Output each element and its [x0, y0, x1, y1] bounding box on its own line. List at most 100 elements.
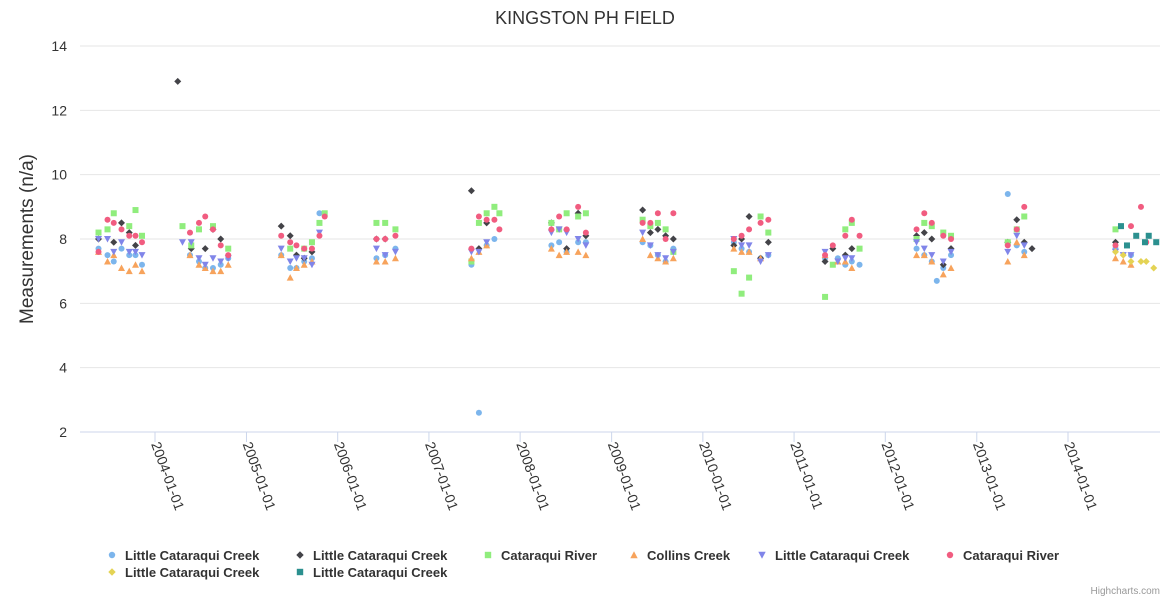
data-point[interactable]: [174, 77, 182, 85]
data-point[interactable]: [928, 223, 935, 230]
data-point[interactable]: [738, 290, 745, 297]
data-point[interactable]: [582, 242, 590, 249]
data-point[interactable]: [1111, 248, 1119, 256]
data-point[interactable]: [1153, 239, 1160, 246]
data-point[interactable]: [1119, 258, 1127, 265]
data-point[interactable]: [662, 236, 669, 242]
data-point[interactable]: [1013, 232, 1021, 240]
legend-item[interactable]: Little Cataraqui Creek: [296, 565, 448, 580]
data-point[interactable]: [563, 210, 570, 217]
data-point[interactable]: [209, 255, 217, 262]
data-point[interactable]: [757, 258, 765, 266]
data-point[interactable]: [491, 216, 498, 223]
data-point[interactable]: [738, 232, 745, 239]
data-point[interactable]: [822, 252, 829, 259]
legend-item[interactable]: Little Cataraqui Creek: [108, 565, 260, 580]
data-point[interactable]: [940, 229, 947, 236]
data-point[interactable]: [829, 242, 836, 249]
data-point[interactable]: [217, 235, 225, 243]
data-point[interactable]: [195, 219, 202, 226]
data-point[interactable]: [928, 235, 936, 243]
data-point[interactable]: [286, 274, 294, 281]
data-point[interactable]: [654, 219, 661, 226]
data-point[interactable]: [639, 206, 647, 214]
data-point[interactable]: [834, 258, 842, 266]
data-point[interactable]: [496, 226, 503, 233]
data-point[interactable]: [920, 229, 928, 237]
data-point[interactable]: [1127, 223, 1134, 230]
data-point[interactable]: [292, 264, 300, 271]
data-point[interactable]: [277, 222, 285, 230]
data-point[interactable]: [765, 216, 772, 223]
data-point[interactable]: [575, 213, 582, 220]
data-point[interactable]: [639, 235, 647, 243]
data-point[interactable]: [118, 239, 126, 246]
legend-item[interactable]: Little Cataraqui Creek: [758, 548, 910, 563]
data-point[interactable]: [287, 239, 294, 246]
data-point[interactable]: [669, 235, 677, 243]
data-point[interactable]: [841, 255, 849, 262]
data-point[interactable]: [468, 258, 475, 265]
data-point[interactable]: [913, 236, 920, 242]
legend-symbol[interactable]: [758, 551, 766, 559]
data-point[interactable]: [209, 267, 217, 275]
legend-item[interactable]: Little Cataraqui Creek: [108, 548, 260, 563]
data-point[interactable]: [856, 232, 863, 239]
data-point[interactable]: [308, 261, 316, 269]
data-point[interactable]: [1020, 251, 1028, 259]
data-point[interactable]: [548, 219, 555, 226]
data-point[interactable]: [186, 251, 194, 259]
data-point[interactable]: [745, 242, 753, 249]
data-point[interactable]: [856, 261, 863, 268]
data-point[interactable]: [574, 248, 582, 255]
data-point[interactable]: [110, 258, 117, 265]
data-point[interactable]: [132, 261, 140, 268]
data-point[interactable]: [382, 219, 389, 226]
data-point[interactable]: [939, 270, 947, 278]
legend-item[interactable]: Collins Creek: [630, 548, 731, 563]
data-point[interactable]: [110, 248, 118, 256]
data-point[interactable]: [730, 245, 738, 252]
data-point[interactable]: [186, 229, 193, 236]
data-point[interactable]: [746, 226, 753, 233]
data-point[interactable]: [292, 255, 300, 262]
data-point[interactable]: [582, 210, 589, 217]
data-point[interactable]: [277, 251, 285, 259]
data-point[interactable]: [920, 245, 928, 253]
legend-symbol[interactable]: [946, 551, 954, 559]
data-point[interactable]: [104, 252, 111, 259]
data-point[interactable]: [842, 232, 849, 239]
data-point[interactable]: [475, 213, 482, 220]
data-point[interactable]: [316, 219, 323, 226]
data-point[interactable]: [132, 232, 139, 239]
data-point[interactable]: [1117, 223, 1124, 230]
data-point[interactable]: [947, 264, 955, 271]
data-point[interactable]: [669, 254, 677, 262]
data-point[interactable]: [132, 207, 139, 214]
data-point[interactable]: [321, 213, 328, 220]
data-point[interactable]: [372, 245, 380, 253]
data-point[interactable]: [1013, 216, 1021, 224]
data-point[interactable]: [842, 226, 849, 233]
data-point[interactable]: [104, 226, 111, 233]
data-point[interactable]: [556, 213, 563, 220]
data-point[interactable]: [646, 229, 654, 237]
data-point[interactable]: [913, 226, 920, 233]
data-point[interactable]: [913, 251, 921, 259]
data-point[interactable]: [1013, 226, 1020, 233]
data-point[interactable]: [647, 223, 654, 230]
data-point[interactable]: [662, 226, 669, 233]
data-point[interactable]: [547, 245, 555, 252]
data-point[interactable]: [195, 261, 203, 268]
data-point[interactable]: [491, 236, 498, 242]
data-point[interactable]: [287, 245, 294, 252]
data-point[interactable]: [848, 255, 856, 262]
data-point[interactable]: [745, 248, 753, 255]
data-point[interactable]: [1141, 239, 1148, 246]
data-point[interactable]: [928, 252, 936, 259]
data-point[interactable]: [316, 210, 323, 217]
data-point[interactable]: [848, 264, 856, 271]
data-point[interactable]: [118, 245, 125, 252]
data-point[interactable]: [1112, 242, 1119, 249]
data-point[interactable]: [928, 219, 935, 226]
